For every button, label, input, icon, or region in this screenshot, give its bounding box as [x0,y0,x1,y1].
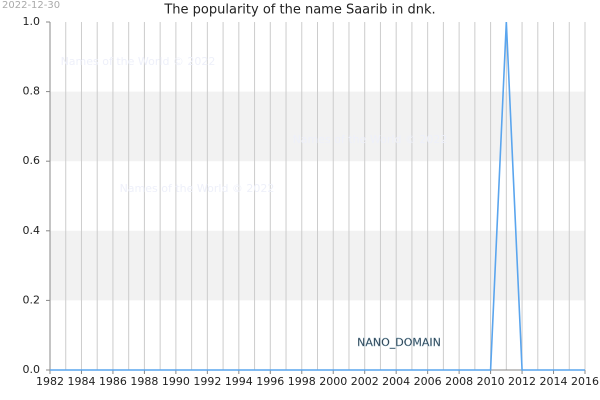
y-tick-label: 0.2 [23,293,41,306]
x-tick-label: 1982 [36,375,64,388]
watermark: Names of the World © 2022 [293,133,448,146]
y-tick-label: 0.6 [23,154,41,167]
y-tick-label: 1.0 [23,15,41,28]
x-tick-label: 1996 [256,375,284,388]
x-tick-label: 2008 [445,375,473,388]
x-tick-label: 2016 [571,375,599,388]
y-tick-label: 0.0 [23,363,41,376]
x-tick-label: 1992 [193,375,221,388]
x-tick-label: 1990 [162,375,190,388]
x-tick-label: 1994 [225,375,253,388]
x-tick-label: 2014 [540,375,568,388]
x-tick-label: 1984 [67,375,95,388]
chart-title: The popularity of the name Saarib in dnk… [163,3,435,18]
x-tick-label: 1986 [99,375,127,388]
domain-label: NANO_DOMAIN [357,336,441,349]
y-tick-label: 0.4 [23,224,41,237]
date-stamp: 2022-12-30 [2,0,60,11]
x-tick-label: 2004 [382,375,410,388]
x-tick-label: 2010 [477,375,505,388]
x-tick-label: 2012 [508,375,536,388]
x-tick-label: 1998 [288,375,316,388]
x-tick-label: 1988 [130,375,158,388]
line [50,21,585,371]
x-tick-label: 2006 [414,375,442,388]
watermark: Names of the World © 2022 [61,55,216,68]
x-tick-label: 2000 [319,375,347,388]
y-tick-label: 0.8 [23,85,41,98]
x-tick-label: 2002 [351,375,379,388]
watermark: Names of the World © 2022 [120,182,275,195]
